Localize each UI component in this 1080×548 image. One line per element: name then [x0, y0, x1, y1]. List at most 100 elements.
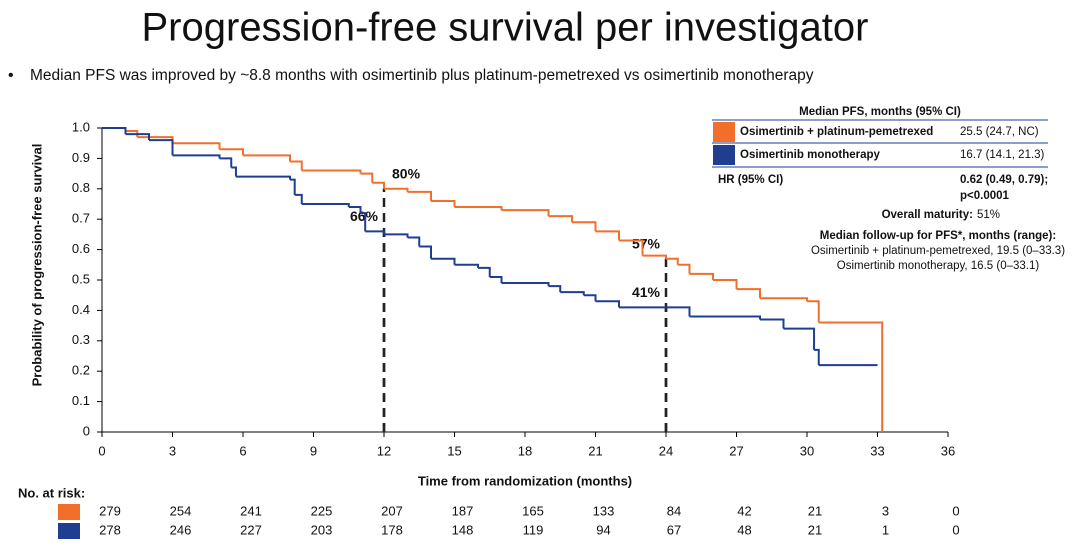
legend-label: Osimertinib + platinum-pemetrexed: [740, 126, 933, 138]
legend-median: 25.5 (24.7, NC): [960, 126, 1039, 138]
risk-count: 187: [452, 503, 474, 518]
x-tick-label: 12: [377, 443, 391, 458]
km-step: [560, 291, 585, 296]
x-tick-label: 27: [729, 443, 743, 458]
km-step: [478, 266, 491, 277]
risk-count: 133: [593, 503, 615, 518]
km-step: [454, 263, 479, 268]
km-step: [365, 230, 385, 235]
risk-count: 254: [170, 503, 192, 518]
risk-count: 165: [522, 503, 544, 518]
risk-count: 148: [452, 522, 474, 537]
y-tick-label: 0.3: [72, 332, 90, 347]
km-step: [595, 230, 620, 241]
km-step: [348, 206, 362, 214]
km-step: [814, 348, 820, 366]
km-step: [301, 203, 350, 208]
risk-count: 203: [311, 522, 333, 537]
km-step: [231, 166, 237, 177]
km-step: [360, 172, 374, 183]
risk-count: 1: [882, 522, 889, 537]
x-tick-label: 36: [941, 443, 955, 458]
km-step: [243, 154, 291, 162]
risk-count: 94: [596, 522, 610, 537]
km-step: [595, 300, 620, 308]
legend-title: Median PFS, months (95% CI): [799, 106, 961, 118]
risk-count: 225: [311, 503, 333, 518]
km-step: [301, 169, 362, 174]
km-step: [713, 279, 738, 290]
km-step: [431, 257, 456, 265]
km-step: [102, 127, 127, 135]
x-tick-label: 24: [659, 443, 673, 458]
annotation: 80%: [392, 166, 421, 182]
risk-count: 241: [240, 503, 262, 518]
km-step: [294, 193, 303, 204]
hr-value: p<0.0001: [960, 190, 1010, 202]
km-step: [235, 175, 291, 180]
risk-count: 21: [808, 503, 822, 518]
legend-swatch: [713, 145, 735, 165]
km-step: [501, 209, 550, 217]
x-tick-label: 15: [447, 443, 461, 458]
y-tick-label: 0.8: [72, 180, 90, 195]
km-step: [360, 212, 367, 232]
x-tick-label: 33: [870, 443, 884, 458]
km-step: [548, 285, 562, 293]
x-tick-label: 9: [310, 443, 317, 458]
y-tick-label: 0.1: [72, 393, 90, 408]
x-axis-label: Time from randomization (months): [418, 473, 632, 488]
km-step: [666, 257, 679, 265]
km-step: [419, 245, 432, 259]
y-tick-label: 0.5: [72, 271, 90, 286]
annotation: 57%: [632, 235, 661, 251]
km-step: [677, 263, 691, 274]
km-step: [572, 221, 597, 232]
km-step: [172, 154, 221, 159]
km-step: [125, 130, 139, 138]
y-tick-label: 0.9: [72, 150, 90, 165]
km-step: [290, 160, 303, 171]
legend-swatch: [713, 122, 735, 142]
y-axis-label: Probability of progression-free survival: [29, 144, 44, 387]
y-tick-label: 0.7: [72, 211, 90, 226]
followup-title: Median follow-up for PFS*, months (range…: [820, 230, 1056, 242]
risk-title: No. at risk:: [18, 485, 85, 500]
km-step: [619, 239, 644, 256]
risk-count: 67: [667, 522, 681, 537]
km-step: [384, 187, 409, 192]
risk-count: 227: [240, 522, 262, 537]
km-step: [501, 282, 550, 287]
legend-label: Osimertinib monotherapy: [740, 149, 881, 161]
km-step: [807, 300, 820, 323]
risk-count: 42: [737, 503, 751, 518]
maturity-value: 51%: [977, 209, 1000, 221]
km-step: [760, 318, 785, 329]
km-step: [454, 206, 503, 211]
km-step: [619, 306, 691, 317]
km-step: [172, 142, 221, 150]
bullet: •: [8, 67, 14, 84]
km-step: [219, 157, 233, 168]
x-tick-label: 3: [169, 443, 176, 458]
maturity-label: Overall maturity:: [882, 209, 973, 221]
km-step: [407, 190, 432, 201]
risk-count: 178: [381, 522, 403, 537]
y-tick-label: 0.2: [72, 363, 90, 378]
km-step: [372, 181, 385, 189]
km-step: [689, 272, 714, 280]
risk-swatch: [58, 504, 80, 520]
km-step: [783, 327, 816, 350]
km-step: [736, 288, 761, 299]
followup-line: Osimertinib + platinum-pemetrexed, 19.5 …: [811, 245, 1065, 257]
km-step: [149, 139, 174, 156]
x-tick-label: 21: [588, 443, 602, 458]
x-tick-label: 0: [98, 443, 105, 458]
km-step: [431, 199, 456, 208]
x-tick-label: 18: [518, 443, 532, 458]
risk-count: 0: [952, 503, 959, 518]
risk-swatch: [58, 523, 80, 539]
hr-label: HR (95% CI): [718, 174, 783, 186]
y-tick-label: 0.4: [72, 302, 90, 317]
hr-value: 0.62 (0.49, 0.79);: [960, 174, 1048, 186]
